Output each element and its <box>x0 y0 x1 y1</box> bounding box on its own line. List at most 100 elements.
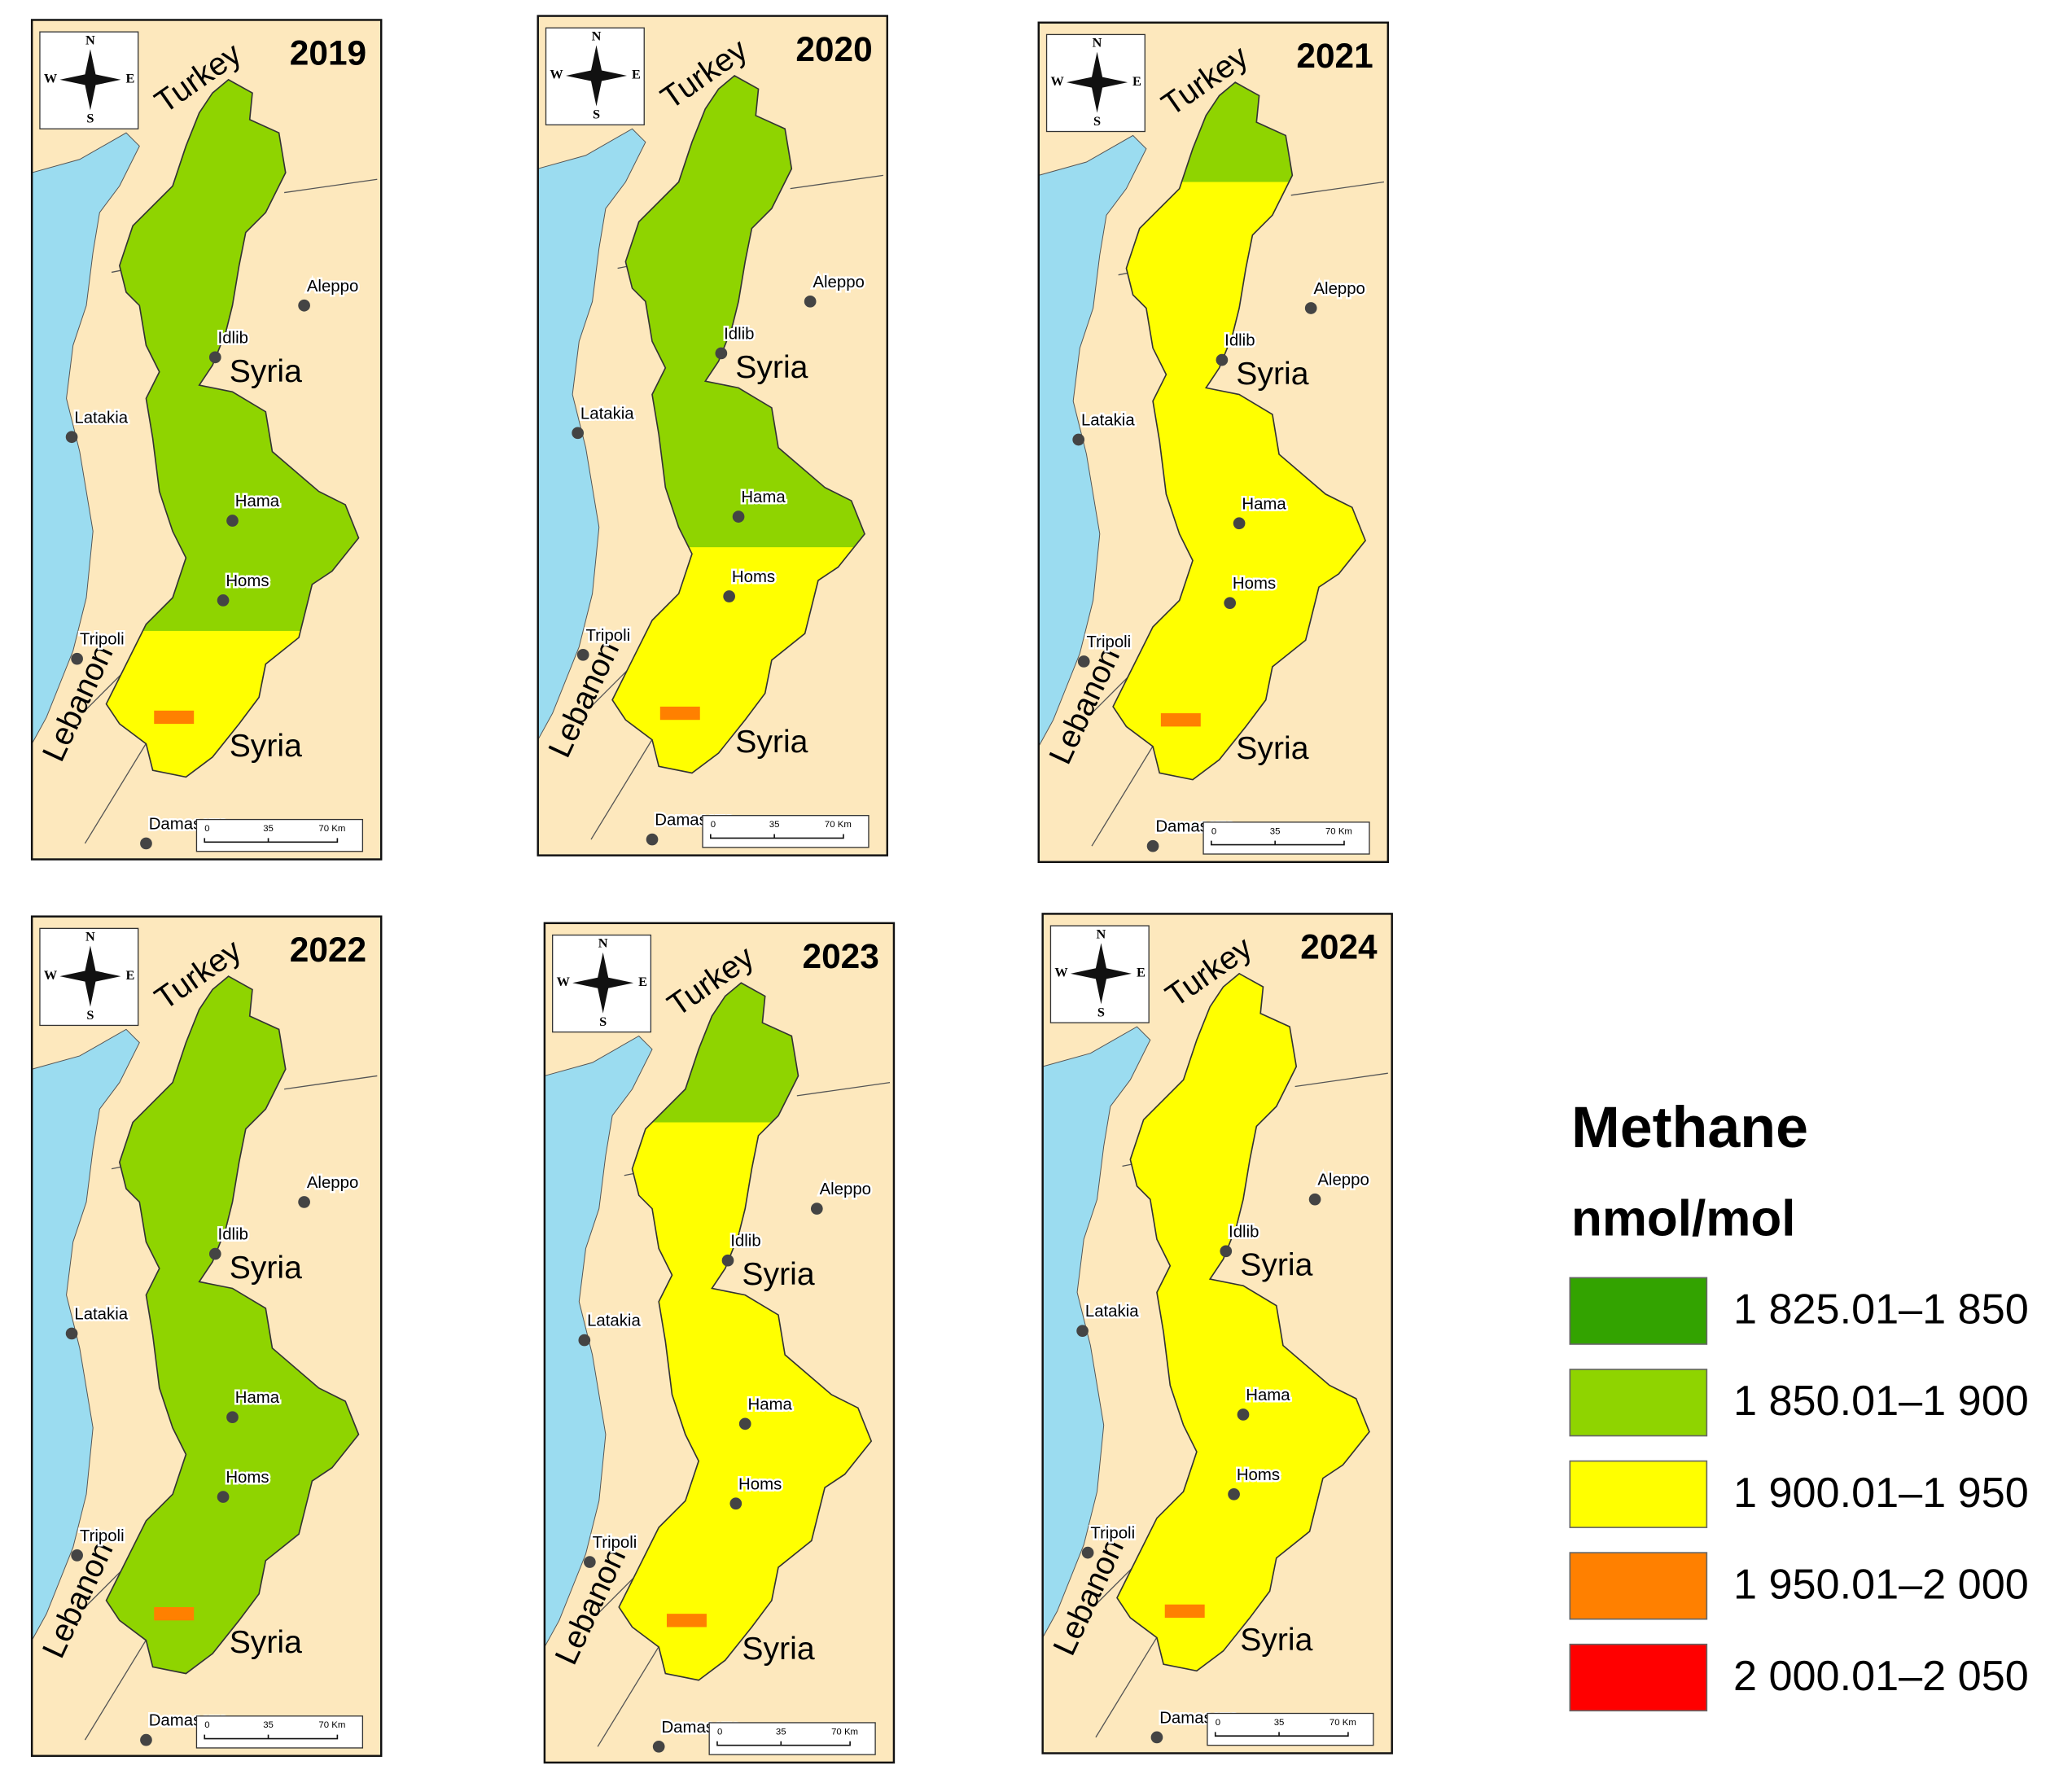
city-label: Homs <box>738 1475 782 1493</box>
legend-swatch <box>1569 1460 1708 1528</box>
compass-letter: E <box>125 71 134 86</box>
compass-star <box>59 945 121 1007</box>
compass-letter: E <box>638 974 647 989</box>
compass-letter: S <box>1093 113 1101 129</box>
city-dot <box>65 1327 78 1340</box>
country-label: Syria <box>230 354 302 389</box>
city-label: Aleppo <box>820 1181 871 1198</box>
compass-letter: N <box>85 929 95 944</box>
city-label: Idlib <box>724 326 754 344</box>
hotspot <box>154 710 195 725</box>
country-label: Syria <box>1236 357 1308 392</box>
year: 2022 <box>290 931 366 969</box>
city-dot <box>584 1556 596 1568</box>
city-dot <box>1072 433 1085 446</box>
compass-letter: W <box>1054 965 1068 980</box>
panel-frame <box>30 915 383 1757</box>
legend-label: 2 000.01–2 050 <box>1733 1653 2029 1700</box>
hotspot <box>659 706 700 721</box>
city-label: Homs <box>732 568 775 586</box>
scale-label: 35 <box>769 820 780 830</box>
city-dot <box>140 1733 152 1746</box>
basin-south <box>1117 973 1369 1671</box>
city-dot <box>652 1740 665 1753</box>
city-dot <box>1228 1487 1240 1500</box>
city-dot <box>721 1254 734 1267</box>
country-label: Syria <box>742 1257 814 1292</box>
compass-letter: N <box>592 28 602 43</box>
legend-label: 1 900.01–1 950 <box>1733 1470 2029 1517</box>
city-label: Hama <box>1242 495 1286 513</box>
city-label: Latakia <box>1081 412 1135 430</box>
city-dot <box>140 837 152 850</box>
city-dot <box>723 590 735 602</box>
country-label: Syria <box>1240 1623 1312 1658</box>
city-dot <box>576 648 589 661</box>
city-dot <box>1224 597 1237 609</box>
map-panel: NSW E2024TurkeySyriaSyriaLebanonAleppoIdl… <box>1041 913 1393 1755</box>
sea <box>544 1035 653 1648</box>
compass-star <box>572 952 634 1014</box>
city-dot <box>208 1247 221 1260</box>
panel-frame <box>1041 913 1393 1755</box>
city-dot <box>1304 302 1317 314</box>
scale-label: 35 <box>1274 1718 1285 1728</box>
city-label: Tripoli <box>1090 1525 1135 1543</box>
scale-label: 70 Km <box>831 1727 858 1737</box>
city-dot <box>572 427 585 440</box>
basin-outline <box>105 78 360 778</box>
city-dot <box>1308 1193 1321 1206</box>
city-dot <box>1076 1325 1089 1338</box>
country-label: Syria <box>1240 1248 1312 1283</box>
sea <box>1038 134 1147 747</box>
city-dot <box>1216 353 1229 366</box>
city-label: Tripoli <box>80 1527 125 1545</box>
city-label: Tripoli <box>593 1534 637 1552</box>
compass-letter: N <box>1097 926 1106 941</box>
compass-star <box>1067 51 1128 113</box>
city-label: Homs <box>226 1469 269 1487</box>
compass-star <box>565 45 628 107</box>
city-label: Latakia <box>580 405 634 423</box>
basin-outline <box>618 982 873 1681</box>
hotspot <box>1164 1604 1205 1619</box>
city-dot <box>1220 1245 1233 1258</box>
city-dot <box>71 1549 83 1562</box>
city-label: Idlib <box>1224 332 1255 350</box>
city-label: Hama <box>235 493 280 510</box>
scale-label: 35 <box>263 824 274 834</box>
basin-outline <box>611 75 865 774</box>
city-label: Tripoli <box>80 631 125 649</box>
city-label: Aleppo <box>1313 280 1365 298</box>
compass-star <box>59 49 121 111</box>
city-dot <box>71 652 83 665</box>
legend-swatch <box>1569 1643 1708 1712</box>
scale-label: 0 <box>1216 1718 1220 1728</box>
city-dot <box>715 347 728 360</box>
compass-letter: W <box>557 974 571 989</box>
legend-swatch <box>1569 1552 1708 1620</box>
scale-box <box>1202 821 1370 855</box>
compass-letter: E <box>1137 965 1146 980</box>
scale-bar <box>204 1734 339 1740</box>
year: 2020 <box>795 30 872 68</box>
scale-label: 70 Km <box>1329 1718 1356 1728</box>
city-dot <box>1146 839 1159 852</box>
city-label: Aleppo <box>1317 1172 1369 1189</box>
sea <box>31 1028 140 1641</box>
scale-box <box>195 1715 364 1749</box>
city-label: Hama <box>741 488 786 506</box>
city-dot <box>208 351 221 364</box>
scale-box <box>702 815 870 848</box>
compass-letter: W <box>44 71 58 86</box>
compass-letter: N <box>1093 35 1102 50</box>
compass-letter: N <box>85 32 95 47</box>
hotspot <box>1160 713 1201 727</box>
sea <box>1042 1026 1151 1638</box>
city-label: Latakia <box>74 409 128 427</box>
basin-outline <box>105 975 360 1675</box>
hotspot <box>666 1614 707 1627</box>
compass-letter: E <box>632 67 641 82</box>
country-label: Syria <box>230 1251 302 1286</box>
